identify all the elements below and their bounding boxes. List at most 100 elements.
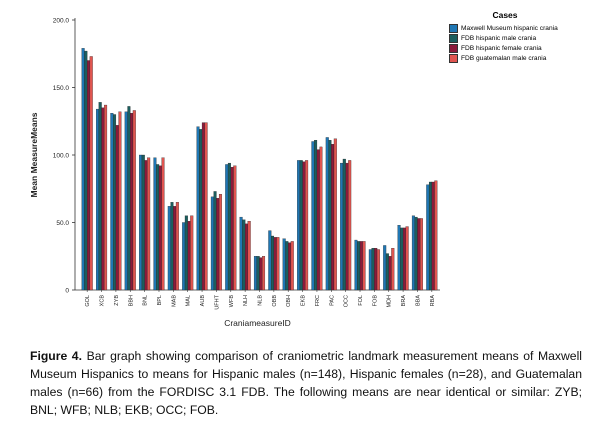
bar <box>331 144 335 291</box>
bar <box>359 241 363 291</box>
x-tick-label: GOL <box>85 295 91 307</box>
bar <box>268 230 272 291</box>
bar <box>239 216 243 291</box>
bar <box>319 146 323 291</box>
bar <box>230 166 234 291</box>
legend-item: FDB guatemalan male crania <box>449 53 591 63</box>
bar <box>173 206 177 291</box>
bar <box>187 220 191 291</box>
bar <box>417 218 421 291</box>
bar <box>345 162 349 291</box>
x-tick-label: UFHT <box>214 294 220 309</box>
x-tick-label: FOL <box>358 295 364 306</box>
x-tick-label: AUB <box>200 295 206 307</box>
bar <box>357 241 361 291</box>
bar <box>362 241 366 291</box>
bar <box>311 141 315 291</box>
bar <box>368 249 372 291</box>
bar <box>113 114 117 291</box>
bar <box>376 249 380 291</box>
bar <box>333 138 337 291</box>
bar <box>405 226 409 291</box>
bar <box>156 164 160 291</box>
bar <box>182 222 186 291</box>
bar <box>411 215 415 291</box>
bar <box>325 137 329 291</box>
bar <box>371 247 375 291</box>
bar <box>96 108 99 291</box>
bar <box>259 257 263 291</box>
x-tick-label: EKB <box>301 295 307 306</box>
bar <box>127 106 131 291</box>
x-tick-label: MAL <box>186 295 192 306</box>
bar <box>290 241 294 291</box>
bar <box>420 218 423 291</box>
bar <box>118 111 122 291</box>
caption-label: Figure 4. <box>30 349 82 363</box>
bar <box>428 181 432 291</box>
x-tick-label: NLH <box>243 295 249 306</box>
x-tick-label: XCB <box>100 295 106 307</box>
legend-label: FDB hispanic female crania <box>461 44 542 52</box>
bar <box>383 245 387 291</box>
bar <box>242 219 246 291</box>
x-tick-label: NLB <box>258 295 264 306</box>
y-tick-label: 200.0 <box>53 18 70 25</box>
bar <box>167 206 171 291</box>
legend-label: Maxwell Museum hispanic crania <box>461 24 558 32</box>
legend-swatch <box>449 53 458 63</box>
x-tick-label: RBA <box>430 295 436 307</box>
x-tick-label: OBB <box>272 295 278 307</box>
bar <box>385 253 389 291</box>
bar <box>397 225 401 291</box>
bar <box>130 113 134 291</box>
bar <box>110 113 114 291</box>
bar <box>132 110 136 291</box>
bar <box>161 157 165 291</box>
bar <box>244 223 248 291</box>
bar <box>402 227 406 291</box>
bar <box>141 154 145 291</box>
x-tick-label: MDH <box>387 295 393 308</box>
x-tick-label: BRA <box>401 295 407 307</box>
legend-item: Maxwell Museum hispanic crania <box>449 23 591 33</box>
legend-swatch <box>449 43 458 53</box>
bar <box>342 158 346 291</box>
legend-label: FDB hispanic male crania <box>461 34 537 42</box>
bar <box>139 154 143 291</box>
bar <box>400 227 404 291</box>
bar <box>256 256 260 291</box>
bar <box>199 129 203 291</box>
x-tick-label: WFB <box>229 295 235 308</box>
bar <box>354 239 358 291</box>
legend-swatch <box>449 23 458 33</box>
bar <box>233 165 237 291</box>
bar <box>124 111 128 291</box>
bar <box>89 56 93 291</box>
bar <box>273 237 277 291</box>
bar <box>104 104 108 291</box>
y-tick-label: 0 <box>65 288 69 295</box>
bar <box>216 198 220 291</box>
bar <box>81 48 85 291</box>
x-tick-label: FRC <box>315 295 321 306</box>
bar <box>431 181 435 291</box>
legend-item: FDB hispanic male crania <box>449 33 591 43</box>
x-tick-label: BBH <box>128 295 134 306</box>
bar <box>426 184 430 291</box>
bar <box>316 149 320 291</box>
x-tick-label: BNL <box>143 295 149 306</box>
figure-caption: Figure 4. Bar graph showing comparison o… <box>30 347 582 419</box>
bar <box>271 235 275 291</box>
bar <box>225 164 229 291</box>
bar <box>170 202 174 291</box>
bar <box>213 191 217 291</box>
bar <box>340 162 344 291</box>
bar <box>285 241 289 291</box>
x-tick-label: OCC <box>344 295 350 307</box>
bar <box>305 160 309 291</box>
bar <box>374 247 378 291</box>
bar <box>144 160 148 291</box>
bar <box>247 220 251 291</box>
legend-swatch <box>449 33 458 43</box>
